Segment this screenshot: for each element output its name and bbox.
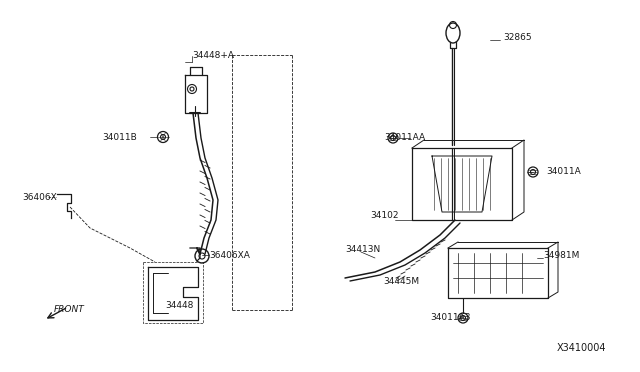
Text: 32865: 32865 [503, 32, 532, 42]
Text: 34011A: 34011A [546, 167, 580, 176]
Text: 34011A3: 34011A3 [430, 314, 470, 323]
Text: 34448: 34448 [165, 301, 193, 310]
Text: 36406XA: 36406XA [209, 250, 250, 260]
Text: 34445M: 34445M [383, 276, 419, 285]
Text: FRONT: FRONT [54, 305, 84, 314]
Text: 34102: 34102 [370, 212, 399, 221]
Text: 34011AA: 34011AA [384, 132, 425, 141]
Text: 34981M: 34981M [543, 251, 579, 260]
Text: 34448+A: 34448+A [192, 51, 234, 61]
Text: 34413N: 34413N [345, 244, 380, 253]
Ellipse shape [446, 23, 460, 43]
Text: 36406X: 36406X [22, 192, 57, 202]
Text: X3410004: X3410004 [557, 343, 607, 353]
Text: 34011B: 34011B [102, 132, 137, 141]
